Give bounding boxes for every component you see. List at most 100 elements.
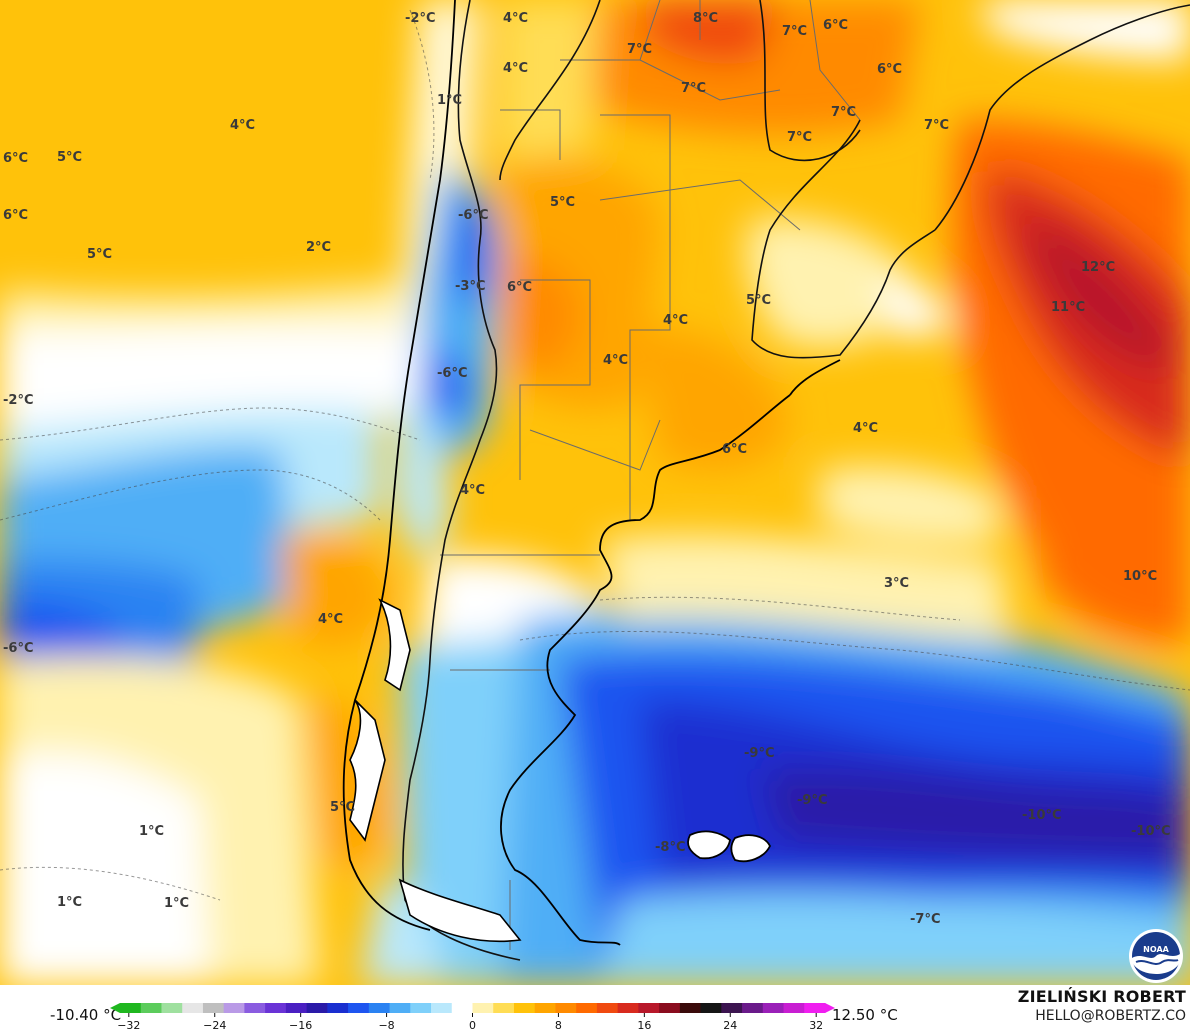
- colorbar-tick-label: −16: [289, 1019, 312, 1032]
- colorbar-cell: [513, 1003, 536, 1013]
- chilean-archipelago: [349, 598, 522, 943]
- author-name: ZIELIŃSKI ROBERT: [1017, 987, 1186, 1006]
- colorbar-cell: [555, 1003, 577, 1013]
- colorbar-cell: [783, 1003, 805, 1013]
- colorbar-tick-label: 0: [469, 1019, 476, 1032]
- colorbar-cell: [638, 1003, 660, 1013]
- temp-label: 6°C: [722, 442, 747, 457]
- temp-label: 6°C: [3, 208, 28, 223]
- temp-label: 4°C: [663, 313, 688, 328]
- temp-label: -6°C: [458, 208, 488, 223]
- colorbar-cell: [804, 1003, 826, 1013]
- contour-lines: [0, 9, 1190, 901]
- colorbar-cell: [431, 1003, 453, 1013]
- temp-label: 4°C: [230, 118, 255, 133]
- colorbar-cell: [223, 1003, 245, 1013]
- colorbar-cell: [534, 1003, 556, 1013]
- temp-label: 4°C: [503, 11, 528, 26]
- colorbar-max-arrow: [825, 1003, 835, 1013]
- colorbar-cell: [679, 1003, 702, 1013]
- temp-label: 5°C: [330, 800, 355, 815]
- colorbar-cell: [161, 1003, 183, 1013]
- falkland-islands: [687, 830, 772, 863]
- temp-label: 10°C: [1123, 569, 1157, 584]
- temp-label: -10°C: [1022, 808, 1062, 823]
- colorbar-tick-label: −32: [117, 1019, 140, 1032]
- colorbar-ticks: −32 −24 −16 −8 0 8 16 24 32: [117, 1013, 823, 1032]
- temp-label: -3°C: [455, 279, 485, 294]
- map-canvas: -2°C 4°C 4°C 8°C 7°C 6°C 7°C 7°C 6°C 1°C…: [0, 0, 1190, 985]
- colorbar-cell: [368, 1003, 391, 1013]
- admin-borders: [440, 0, 861, 950]
- colorbar-cell: [617, 1003, 639, 1013]
- colorbar-cell: [348, 1003, 370, 1013]
- colorbar-cell: [265, 1003, 287, 1013]
- temperature-field: [0, 0, 1190, 985]
- temperature-labels: -2°C 4°C 4°C 8°C 7°C 6°C 7°C 7°C 6°C 1°C…: [3, 11, 1171, 927]
- colorbar-cell: [700, 1003, 722, 1013]
- temp-label: 5°C: [87, 247, 112, 262]
- colorbar-cell: [451, 1003, 473, 1013]
- colorbar-cell: [306, 1003, 328, 1013]
- temp-label: 1°C: [139, 824, 164, 839]
- temp-label: 12°C: [1081, 260, 1115, 275]
- colorbar-cell: [742, 1003, 764, 1013]
- temp-label: -8°C: [655, 840, 685, 855]
- colorbar-cell: [389, 1003, 411, 1013]
- temp-label: 6°C: [877, 62, 902, 77]
- colorbar-cells: [110, 1003, 835, 1013]
- colorbar-tick-label: −8: [378, 1019, 394, 1032]
- colorbar-cell: [140, 1003, 162, 1013]
- temp-label: 8°C: [693, 11, 718, 26]
- colorbar-cell: [472, 1003, 494, 1013]
- colorbar-cell: [721, 1003, 743, 1013]
- colorbar-tick-label: −24: [203, 1019, 226, 1032]
- temp-label: 1°C: [164, 896, 189, 911]
- temp-label: 5°C: [746, 293, 771, 308]
- temp-label: 1°C: [437, 93, 462, 108]
- colorbar-cell: [182, 1003, 204, 1013]
- colorbar-cell: [576, 1003, 598, 1013]
- temp-label: 6°C: [823, 18, 848, 33]
- colorbar-cell: [762, 1003, 785, 1013]
- colorbar-cell: [659, 1003, 681, 1013]
- temp-label: -7°C: [910, 912, 940, 927]
- noaa-logo-text: NOAA: [1143, 945, 1169, 954]
- colorbar-cell: [244, 1003, 266, 1013]
- temp-label: 4°C: [603, 353, 628, 368]
- colorbar-cell: [120, 1003, 142, 1013]
- author-email: HELLO@ROBERTZ.CO: [1035, 1008, 1186, 1024]
- legend-footer: -10.40 °C −32 −24 −16 −8 0 8 16 24 32 12.50 °C Z…: [0, 985, 1190, 1035]
- colorbar-tick-label: 16: [637, 1019, 651, 1032]
- temp-label: 7°C: [787, 130, 812, 145]
- temp-label: 7°C: [627, 42, 652, 57]
- colorbar-cell: [410, 1003, 432, 1013]
- range-max-label: 12.50 °C: [832, 1006, 898, 1024]
- temp-label: 4°C: [318, 612, 343, 627]
- temp-label: 4°C: [503, 61, 528, 76]
- colorbar-cell: [493, 1003, 515, 1013]
- temp-label: 11°C: [1051, 300, 1085, 315]
- colorbar-cell: [285, 1003, 308, 1013]
- colorbar-cell: [596, 1003, 619, 1013]
- temp-label: 7°C: [831, 105, 856, 120]
- temp-label: -9°C: [744, 746, 774, 761]
- colorbar: −32 −24 −16 −8 0 8 16 24 32: [110, 1003, 835, 1032]
- coastline: [342, 0, 841, 946]
- colorbar-tick-label: 8: [555, 1019, 562, 1032]
- temp-label: 2°C: [306, 240, 331, 255]
- temp-label: 5°C: [57, 150, 82, 165]
- noaa-logo-icon: NOAA: [1129, 929, 1183, 983]
- temp-label: 4°C: [460, 483, 485, 498]
- colorbar-tick-label: 24: [723, 1019, 737, 1032]
- temp-label: 7°C: [924, 118, 949, 133]
- temp-label: 6°C: [507, 280, 532, 295]
- temp-label: 7°C: [782, 24, 807, 39]
- colorbar-cell: [202, 1003, 225, 1013]
- temp-label: -2°C: [3, 393, 33, 408]
- temp-label: 5°C: [550, 195, 575, 210]
- temp-label: -6°C: [3, 641, 33, 656]
- colorbar-cell: [327, 1003, 349, 1013]
- temp-label: -6°C: [437, 366, 467, 381]
- temp-label: 6°C: [3, 151, 28, 166]
